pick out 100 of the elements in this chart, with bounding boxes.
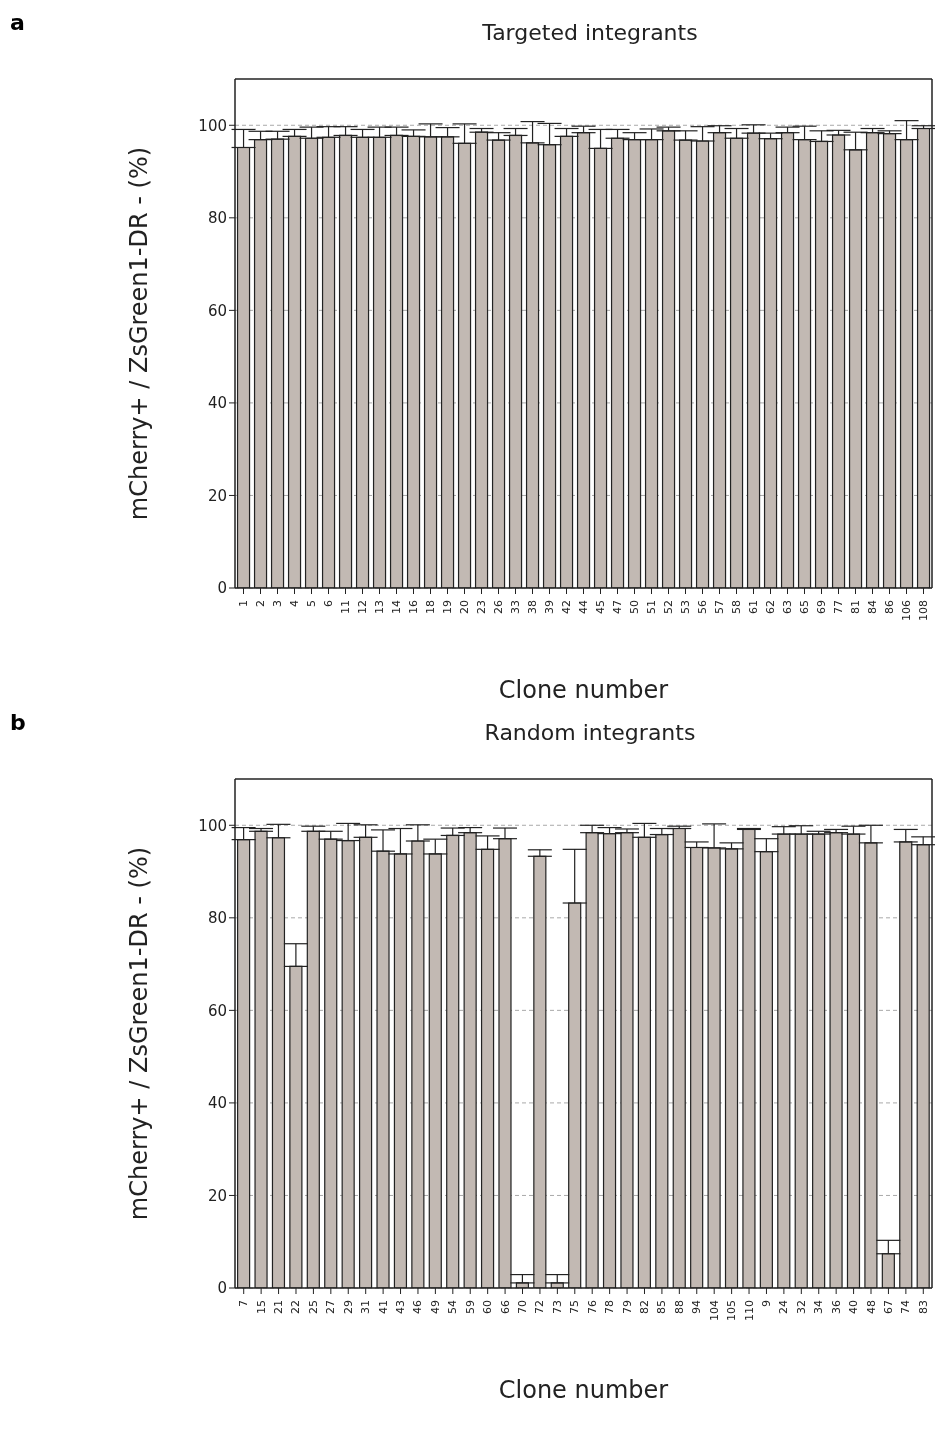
x-tick-label: 19 (441, 600, 454, 614)
x-tick-label: 34 (812, 1300, 826, 1314)
x-tick-label: 57 (713, 600, 726, 614)
x-tick-label: 21 (272, 1300, 286, 1314)
x-tick-label: 38 (526, 600, 539, 614)
x-tick-label: 86 (883, 600, 896, 614)
x-tick-label: 46 (411, 1300, 425, 1314)
y-tick-label: 20 (207, 1186, 227, 1205)
x-tick-label: 67 (881, 1300, 895, 1314)
x-tick-label: 56 (696, 600, 709, 614)
x-tick-label: 32 (794, 1300, 808, 1314)
y-tick-label: 60 (207, 301, 227, 320)
x-tick-label: 3 (271, 600, 284, 607)
x-tick-label: 49 (428, 1300, 442, 1314)
x-tick-label: 23 (475, 600, 488, 614)
x-tick-label: 60 (481, 1300, 495, 1314)
x-tick-label: 66 (498, 1300, 512, 1314)
x-tick-label: 53 (679, 600, 692, 614)
x-tick-label: 41 (376, 1300, 390, 1314)
x-tick-label: 5 (305, 600, 318, 607)
x-tick-label: 79 (620, 1300, 634, 1314)
x-tick-label: 52 (662, 600, 675, 614)
y-tick-label: 80 (207, 909, 227, 928)
x-tick-label: 105 (725, 1300, 739, 1321)
x-tick-label: 72 (533, 1300, 547, 1314)
x-tick-label: 94 (690, 1300, 704, 1314)
x-tick-label: 4 (288, 600, 301, 607)
x-tick-label: 20 (458, 600, 471, 614)
x-tick-label: 85 (655, 1300, 669, 1314)
y-axis-title: mCherry+ / ZsGreen1-DR - (%) (124, 146, 153, 521)
x-tick-label: 69 (815, 600, 828, 614)
x-tick-label: 84 (866, 600, 879, 614)
chart-title: Random integrants (483, 720, 697, 745)
x-tick-label: 31 (359, 1300, 373, 1314)
y-tick-label: 100 (198, 116, 227, 135)
x-tick-label: 65 (798, 600, 811, 614)
x-tick-label: 15 (254, 1300, 268, 1314)
x-tick-label: 83 (916, 1300, 930, 1314)
x-tick-label: 44 (577, 600, 590, 614)
x-tick-label: 11 (339, 600, 352, 614)
x-tick-label: 14 (390, 600, 403, 614)
y-tick-label: 0 (217, 579, 227, 598)
x-tick-label: 51 (645, 600, 658, 614)
x-tick-label: 81 (849, 600, 862, 614)
x-tick-label: 70 (516, 1300, 530, 1314)
x-tick-label: 12 (356, 600, 369, 614)
x-tick-label: 7 (237, 1300, 251, 1307)
x-tick-label: 13 (373, 600, 386, 614)
x-tick-label: 73 (550, 1300, 564, 1314)
x-tick-label: 33 (509, 600, 522, 614)
x-tick-label: 29 (341, 1300, 355, 1314)
y-axis-title: mCherry+ / ZsGreen1-DR - (%) (124, 846, 153, 1221)
x-tick-label: 24 (777, 1300, 791, 1314)
x-tick-label: 110 (742, 1300, 756, 1321)
chart-title: Targeted integrants (481, 20, 699, 45)
text: b (10, 710, 26, 735)
x-tick-label: 2 (254, 600, 267, 607)
x-tick-label: 18 (424, 600, 437, 614)
x-tick-label: 40 (847, 1300, 861, 1314)
x-tick-label: 48 (864, 1300, 878, 1314)
x-tick-label: 22 (289, 1300, 303, 1314)
x-tick-label: 50 (628, 600, 641, 614)
x-tick-label: 27 (324, 1300, 338, 1314)
x-tick-label: 62 (764, 600, 777, 614)
x-tick-label: 26 (492, 600, 505, 614)
x-tick-label: 1 (237, 600, 250, 607)
x-tick-label: 104 (707, 1300, 721, 1321)
x-tick-label: 58 (730, 600, 743, 614)
x-tick-label: 78 (603, 1300, 617, 1314)
x-tick-label: 106 (900, 600, 913, 621)
x-tick-label: 77 (832, 600, 845, 614)
x-tick-label: 54 (446, 1300, 460, 1314)
x-tick-label: 108 (917, 600, 930, 621)
y-tick-label: 100 (198, 816, 227, 835)
x-tick-label: 45 (594, 600, 607, 614)
x-tick-label: 76 (585, 1300, 599, 1314)
x-tick-label: 42 (560, 600, 573, 614)
x-tick-label: 25 (306, 1300, 320, 1314)
x-tick-label: 59 (463, 1300, 477, 1314)
x-tick-label: 61 (747, 600, 760, 614)
x-tick-label: 9 (759, 1300, 773, 1307)
x-tick-label: 16 (407, 600, 420, 614)
x-axis-title: Clone number (498, 676, 669, 704)
y-tick-label: 0 (217, 1279, 227, 1298)
text: a (10, 10, 25, 35)
x-tick-label: 39 (543, 600, 556, 614)
y-tick-label: 40 (207, 1094, 227, 1113)
x-tick-label: 47 (611, 600, 624, 614)
x-tick-label: 74 (899, 1300, 913, 1314)
y-tick-label: 80 (207, 209, 227, 228)
y-tick-label: 40 (207, 394, 227, 413)
x-tick-label: 6 (322, 600, 335, 607)
x-tick-label: 82 (637, 1300, 651, 1314)
x-tick-label: 63 (781, 600, 794, 614)
y-tick-label: 20 (207, 486, 227, 505)
y-tick-label: 60 (207, 1001, 227, 1020)
x-axis-title: Clone number (498, 1376, 669, 1404)
x-tick-label: 36 (829, 1300, 843, 1314)
x-tick-label: 75 (568, 1300, 582, 1314)
x-tick-label: 88 (672, 1300, 686, 1314)
